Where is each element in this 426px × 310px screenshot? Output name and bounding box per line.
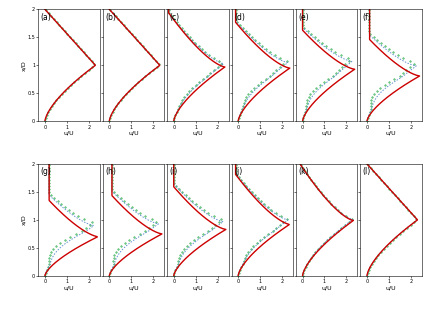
Text: (e): (e) bbox=[299, 13, 309, 22]
Text: (b): (b) bbox=[105, 13, 116, 22]
Text: (d): (d) bbox=[234, 13, 245, 22]
Text: (g): (g) bbox=[41, 167, 52, 176]
X-axis label: u/U: u/U bbox=[64, 131, 74, 136]
Text: (c): (c) bbox=[170, 13, 180, 22]
X-axis label: u/U: u/U bbox=[257, 131, 268, 136]
Text: (k): (k) bbox=[299, 167, 309, 176]
X-axis label: u/U: u/U bbox=[321, 286, 332, 290]
Text: (l): (l) bbox=[363, 167, 371, 176]
X-axis label: u/U: u/U bbox=[257, 286, 268, 290]
X-axis label: u/U: u/U bbox=[128, 286, 139, 290]
X-axis label: u/U: u/U bbox=[64, 286, 74, 290]
Text: (i): (i) bbox=[170, 167, 178, 176]
X-axis label: u/U: u/U bbox=[193, 286, 203, 290]
X-axis label: u/U: u/U bbox=[386, 131, 396, 136]
Text: (a): (a) bbox=[41, 13, 52, 22]
Y-axis label: x/D: x/D bbox=[21, 215, 26, 225]
Text: (f): (f) bbox=[363, 13, 371, 22]
X-axis label: u/U: u/U bbox=[321, 131, 332, 136]
Text: (h): (h) bbox=[105, 167, 116, 176]
X-axis label: u/U: u/U bbox=[386, 286, 396, 290]
X-axis label: u/U: u/U bbox=[193, 131, 203, 136]
X-axis label: u/U: u/U bbox=[128, 131, 139, 136]
Y-axis label: x/D: x/D bbox=[21, 60, 26, 71]
Text: (j): (j) bbox=[234, 167, 242, 176]
